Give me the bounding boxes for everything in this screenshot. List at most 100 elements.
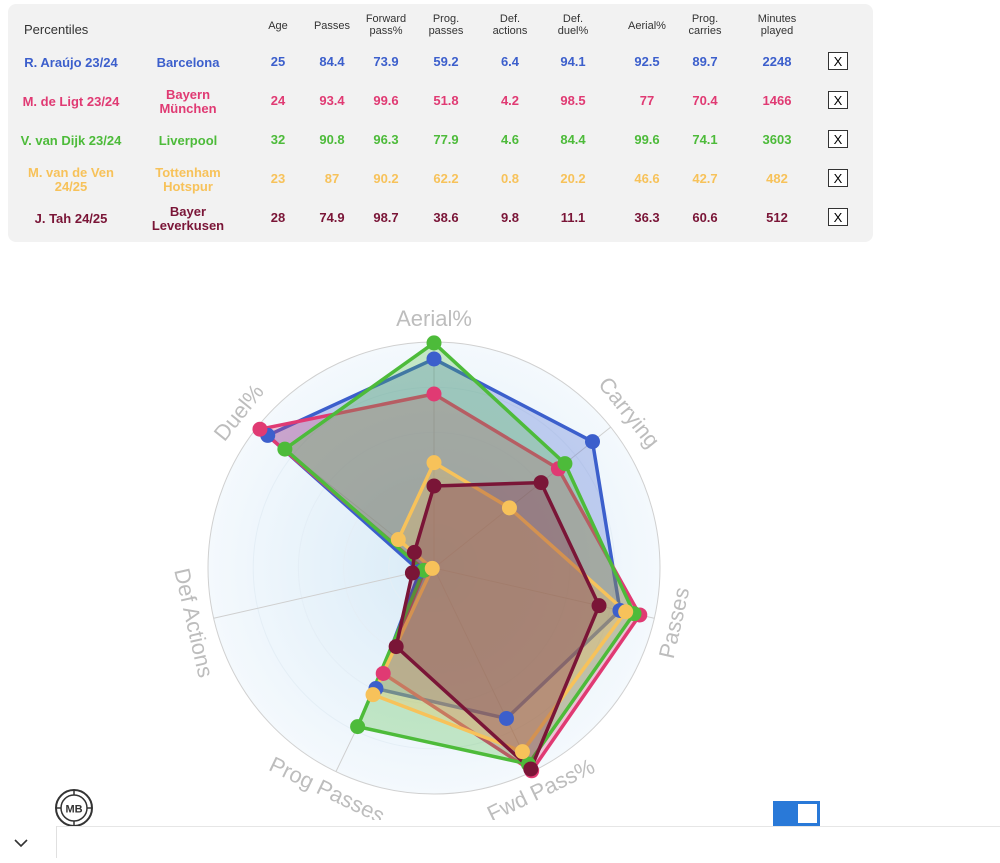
- cell-age: 28: [270, 210, 286, 225]
- player-name: V. van Dijk 23/24: [20, 133, 122, 148]
- axis-label: Passes: [654, 585, 694, 661]
- cell-duel: 94.1: [560, 54, 586, 69]
- cell-passes: 90.8: [319, 132, 345, 147]
- mb-logo-icon: MB: [55, 789, 93, 827]
- radar-spoke: [213, 567, 435, 619]
- data-point: [375, 665, 391, 681]
- cell-aerial: 46.6: [634, 171, 660, 186]
- cell-fwd: 73.9: [373, 54, 399, 69]
- cell-age: 25: [270, 54, 286, 69]
- col-header: Aerial%: [628, 20, 666, 32]
- col-header: Percentiles: [24, 22, 89, 37]
- col-header: Minutes played: [757, 13, 797, 37]
- cell-prog: 59.2: [433, 54, 459, 69]
- player-name: J. Tah 24/25: [34, 211, 108, 226]
- data-point: [584, 434, 600, 450]
- data-point: [404, 565, 420, 581]
- cell-defact: 6.4: [500, 54, 520, 69]
- axis-label: Aerial%: [396, 306, 472, 331]
- data-point: [426, 478, 442, 494]
- team-name: Bayern München: [159, 87, 217, 116]
- team-name: Tottenham Hotspur: [155, 165, 221, 194]
- data-point: [498, 710, 514, 726]
- player-name: M. de Ligt 23/24: [22, 94, 120, 109]
- data-point: [514, 744, 530, 760]
- team-name: Barcelona: [156, 55, 220, 70]
- cell-passes: 74.9: [319, 210, 345, 225]
- cell-fwd: 99.6: [373, 93, 399, 108]
- cell-minutes: 1466: [762, 93, 792, 108]
- cell-minutes: 482: [766, 171, 788, 186]
- data-point: [501, 500, 517, 516]
- data-point: [365, 687, 381, 703]
- cell-fwd: 98.7: [373, 210, 399, 225]
- cell-age: 24: [270, 93, 286, 108]
- team-name: Liverpool: [158, 133, 218, 148]
- col-header: Age: [268, 20, 288, 32]
- cell-carries: 74.1: [692, 132, 718, 147]
- cell-carries: 70.4: [692, 93, 718, 108]
- radar-spoke: [433, 426, 612, 569]
- data-point: [523, 761, 539, 777]
- cell-aerial: 77: [639, 93, 655, 108]
- cell-fwd: 90.2: [373, 171, 399, 186]
- cell-carries: 42.7: [692, 171, 718, 186]
- data-point: [388, 639, 404, 655]
- remove-player-button[interactable]: X: [828, 91, 848, 109]
- percentiles-table: Percentiles Age Passes Forward pass% Prog. p…: [8, 4, 873, 242]
- cell-defact: 4.2: [500, 93, 520, 108]
- col-header: Def. actions: [492, 13, 528, 37]
- cell-defact: 4.6: [500, 132, 520, 147]
- cell-passes: 84.4: [319, 54, 345, 69]
- remove-player-button[interactable]: X: [828, 130, 848, 148]
- col-header: Prog. passes: [428, 13, 464, 37]
- cell-defact: 9.8: [500, 210, 520, 225]
- data-point: [618, 604, 634, 620]
- collapse-button[interactable]: [0, 826, 57, 858]
- cell-minutes: 512: [766, 210, 788, 225]
- cell-duel: 98.5: [560, 93, 586, 108]
- cell-passes: 87: [324, 171, 340, 186]
- data-point: [350, 719, 366, 735]
- cell-age: 23: [270, 171, 286, 186]
- player-name: M. van de Ven 24/25: [28, 165, 114, 194]
- cell-minutes: 3603: [762, 132, 792, 147]
- col-header: Passes: [313, 20, 351, 32]
- cell-fwd: 96.3: [373, 132, 399, 147]
- cell-defact: 0.8: [500, 171, 520, 186]
- cell-aerial: 99.6: [634, 132, 660, 147]
- divider: [0, 826, 1000, 827]
- cell-age: 32: [270, 132, 286, 147]
- data-point: [426, 386, 442, 402]
- data-point: [406, 544, 422, 560]
- data-point: [533, 475, 549, 491]
- cell-prog: 38.6: [433, 210, 459, 225]
- cell-prog: 77.9: [433, 132, 459, 147]
- svg-text:MB: MB: [65, 804, 82, 816]
- col-header: Prog. carries: [688, 13, 722, 37]
- toggle-knob: [798, 804, 817, 823]
- cell-minutes: 2248: [762, 54, 792, 69]
- data-point: [426, 455, 442, 471]
- data-point: [252, 421, 268, 437]
- cell-duel: 20.2: [560, 171, 586, 186]
- toggle-switch[interactable]: [773, 801, 820, 826]
- cell-duel: 11.1: [560, 210, 586, 225]
- data-point: [277, 441, 293, 457]
- cell-carries: 89.7: [692, 54, 718, 69]
- data-point: [390, 532, 406, 548]
- data-point: [426, 335, 442, 351]
- cell-passes: 93.4: [319, 93, 345, 108]
- col-header: Def. duel%: [557, 13, 589, 37]
- cell-aerial: 36.3: [634, 210, 660, 225]
- cell-duel: 84.4: [560, 132, 586, 147]
- remove-player-button[interactable]: X: [828, 52, 848, 70]
- col-header: Forward pass%: [365, 13, 407, 37]
- remove-player-button[interactable]: X: [828, 169, 848, 187]
- data-point: [424, 560, 440, 576]
- data-point: [557, 456, 573, 472]
- data-point: [426, 351, 442, 367]
- remove-player-button[interactable]: X: [828, 208, 848, 226]
- chevron-down-icon: [14, 839, 28, 848]
